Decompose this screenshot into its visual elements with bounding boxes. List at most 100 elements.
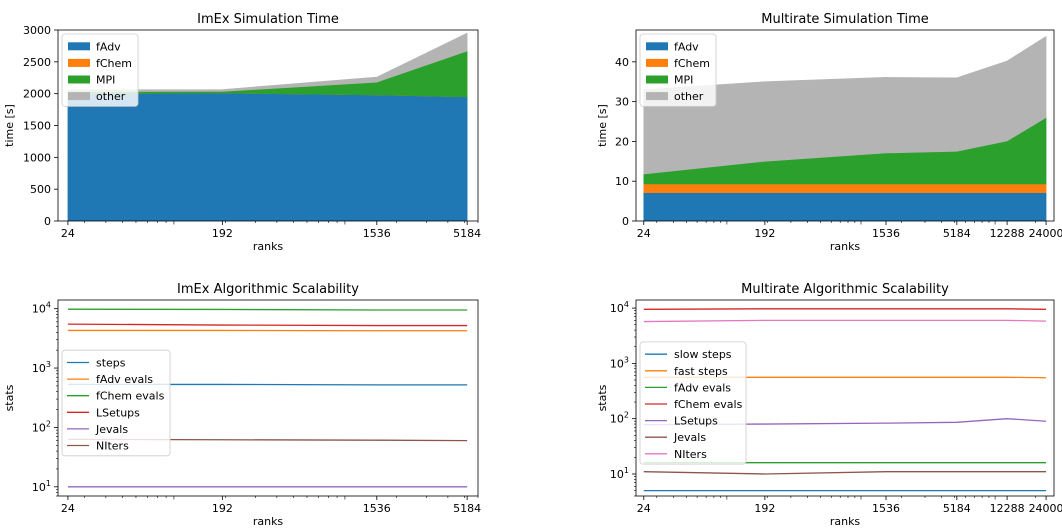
legend-label-mpi: MPI xyxy=(674,74,693,87)
legend-label-steps: steps xyxy=(96,357,126,370)
y-tick-label: 101 xyxy=(32,479,51,494)
legend-swatch-fadv xyxy=(68,42,90,51)
y-tick-label: 103 xyxy=(32,360,51,375)
y-tick-label: 500 xyxy=(30,183,51,196)
legend-label-lsetups: LSetups xyxy=(96,406,140,419)
y-tick-label: 104 xyxy=(610,300,629,315)
chart-title: Multirate Simulation Time xyxy=(761,12,929,27)
legend-label-niters: NIters xyxy=(674,448,707,461)
legend-swatch-fadv xyxy=(646,42,668,51)
area-fchem xyxy=(643,183,1047,194)
legend-label-niters: NIters xyxy=(96,440,129,453)
plot-frame xyxy=(57,299,479,497)
legend: slow steps fast steps fAdv evals fChem eval… xyxy=(639,341,747,465)
plot-area xyxy=(643,35,1047,221)
x-axis-label: ranks xyxy=(253,515,284,528)
chart-title: ImEx Simulation Time xyxy=(197,12,339,27)
x-tick-label: 24 xyxy=(637,227,651,240)
x-tick-label: 5184 xyxy=(943,227,971,240)
x-tick-label: 1536 xyxy=(872,502,900,515)
line-fchem-evals xyxy=(67,308,468,311)
legend-box xyxy=(61,33,139,107)
legend: steps fAdv evals fChem evals LSetups Jevals N… xyxy=(61,349,171,457)
chart-4: 24 192 1536 5184 12288 24000 101 102 103 104 Multi… xyxy=(596,282,1062,528)
line-fchem-evals xyxy=(643,308,1047,310)
y-tick-label: 1500 xyxy=(23,120,51,133)
chart-3: 24 192 1536 5184 101 102 103 104 ImEx Algorithmi… xyxy=(3,282,481,528)
x-tick-label: 1536 xyxy=(872,227,900,240)
legend: fAdv fChem MPI other xyxy=(639,33,717,107)
y-axis-label: time [s] xyxy=(3,104,16,147)
legend-box xyxy=(639,341,747,465)
chart-title: ImEx Algorithmic Scalability xyxy=(177,282,359,297)
chart-title: Multirate Algorithmic Scalability xyxy=(741,282,949,297)
legend-label-fchem: fChem xyxy=(96,57,132,70)
legend-label-jevals: Jevals xyxy=(673,431,706,444)
legend-label-slow-steps: slow steps xyxy=(674,348,732,361)
legend-label-lsetups: LSetups xyxy=(674,415,718,428)
x-tick-label: 192 xyxy=(212,227,233,240)
y-tick-label: 104 xyxy=(32,301,51,316)
x-tick-label: 24000 xyxy=(1029,227,1062,240)
x-axis-label: ranks xyxy=(253,240,284,253)
legend-swatch-mpi xyxy=(646,75,668,84)
area-fadv xyxy=(67,92,468,221)
legend-box xyxy=(639,33,717,107)
x-tick-label: 12288 xyxy=(990,227,1025,240)
legend-label-fchem: fChem xyxy=(674,57,710,70)
line-niters xyxy=(643,319,1047,323)
x-tick-label: 24 xyxy=(61,502,75,515)
legend-label-fadv: fAdv xyxy=(674,40,699,53)
line-jevals xyxy=(643,471,1047,475)
x-tick-label: 1536 xyxy=(363,227,391,240)
legend-label-fadv: fAdv xyxy=(96,40,121,53)
y-tick-label: 2000 xyxy=(23,88,51,101)
x-tick-label: 192 xyxy=(212,502,233,515)
legend-label-other: other xyxy=(96,90,126,103)
legend-swatch-fchem xyxy=(68,58,90,67)
y-axis-label: stats xyxy=(3,384,16,411)
legend-label-fast-steps: fast steps xyxy=(674,365,728,378)
plot-frame xyxy=(635,29,1055,222)
line-lsetups xyxy=(67,323,468,327)
legend-swatch-other xyxy=(68,92,90,101)
y-axis-label: time [s] xyxy=(596,104,609,147)
x-tick-label: 24000 xyxy=(1029,502,1062,515)
x-tick-label: 24 xyxy=(61,227,75,240)
x-tick-label: 1536 xyxy=(363,502,391,515)
legend-label-fadv-evals: fAdv evals xyxy=(674,381,731,394)
y-tick-label: 30 xyxy=(615,96,629,109)
x-axis-label: ranks xyxy=(830,240,861,253)
y-axis-label: stats xyxy=(596,384,609,411)
area-other xyxy=(643,35,1047,175)
y-tick-label: 102 xyxy=(32,419,51,434)
y-tick-label: 1000 xyxy=(23,151,51,164)
y-tick-label: 40 xyxy=(615,56,629,69)
x-tick-label: 5184 xyxy=(453,227,481,240)
chart-2: 24 192 1536 5184 12288 24000 0 10 20 30 40 Multirat… xyxy=(596,12,1062,253)
y-tick-label: 103 xyxy=(610,355,629,370)
legend-swatch-other xyxy=(646,92,668,101)
x-axis-label: ranks xyxy=(830,515,861,528)
y-tick-label: 0 xyxy=(622,215,629,228)
chart-1: 24 192 1536 5184 0 500 1000 1500 2000 2500 3000 ImE… xyxy=(3,12,481,253)
area-fadv xyxy=(643,192,1047,221)
x-tick-label: 24 xyxy=(637,502,651,515)
legend-label-fchem-evals: fChem evals xyxy=(96,390,165,403)
x-tick-label: 192 xyxy=(754,502,775,515)
y-tick-label: 2500 xyxy=(23,56,51,69)
legend-label-jevals: Jevals xyxy=(95,423,128,436)
legend-label-fadv-evals: fAdv evals xyxy=(96,373,153,386)
legend-swatch-fchem xyxy=(646,58,668,67)
legend-label-fchem-evals: fChem evals xyxy=(674,398,743,411)
legend-swatch-mpi xyxy=(68,75,90,84)
x-tick-label: 5184 xyxy=(453,502,481,515)
legend: fAdv fChem MPI other xyxy=(61,33,139,107)
x-tick-label: 5184 xyxy=(943,502,971,515)
y-tick-label: 10 xyxy=(615,175,629,188)
legend-label-other: other xyxy=(674,90,704,103)
y-tick-label: 101 xyxy=(610,466,629,481)
x-tick-label: 12288 xyxy=(990,502,1025,515)
legend-label-mpi: MPI xyxy=(96,74,115,87)
